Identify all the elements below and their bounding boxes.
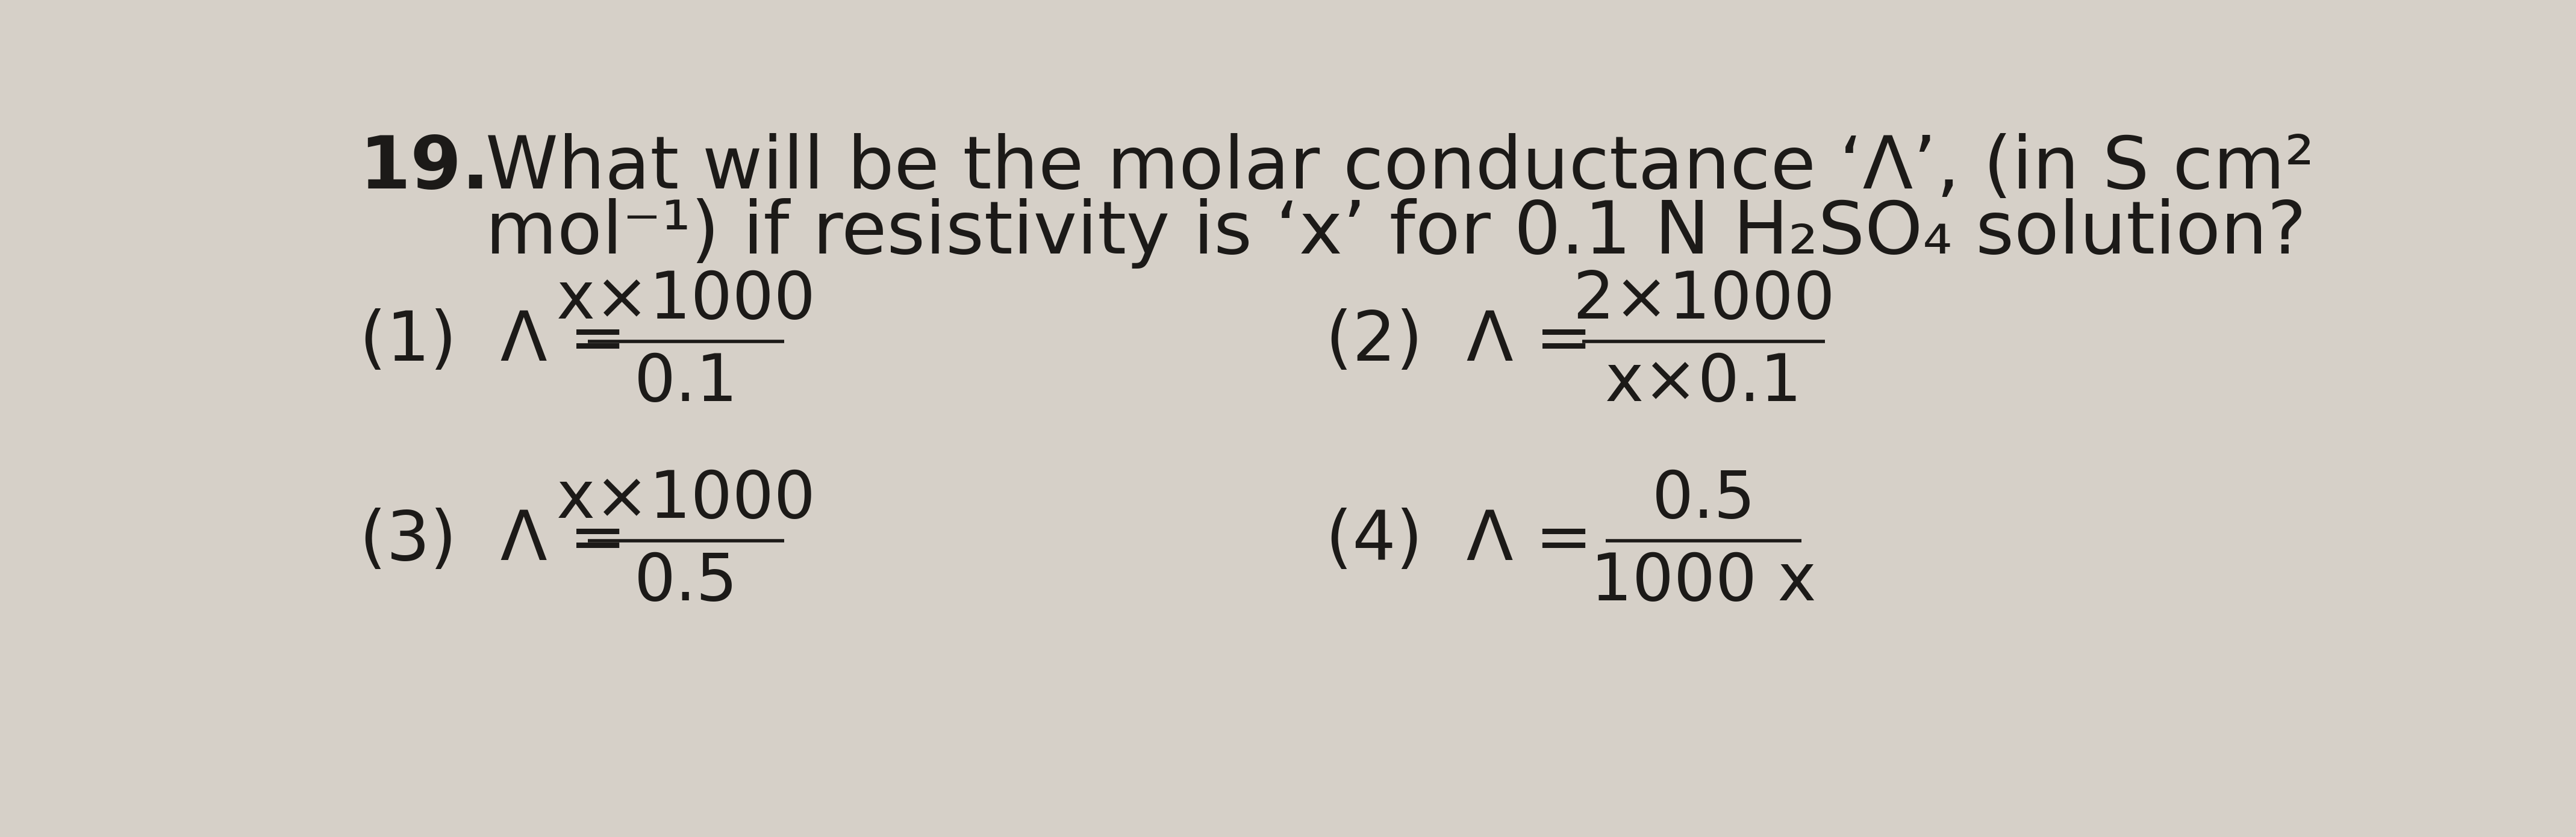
Text: 19.: 19. bbox=[358, 133, 489, 203]
Text: What will be the molar conductance ‘Λ’, (in S cm²: What will be the molar conductance ‘Λ’, … bbox=[484, 133, 2313, 203]
Text: (2)  Λ =: (2) Λ = bbox=[1327, 308, 1592, 375]
Text: (4)  Λ =: (4) Λ = bbox=[1327, 507, 1592, 574]
Text: 0.5: 0.5 bbox=[1651, 468, 1757, 531]
Text: (3)  Λ =: (3) Λ = bbox=[358, 507, 626, 574]
Text: x×1000: x×1000 bbox=[556, 269, 817, 332]
Text: (1)  Λ =: (1) Λ = bbox=[358, 308, 626, 375]
Text: 0.5: 0.5 bbox=[634, 550, 737, 614]
Text: 2×1000: 2×1000 bbox=[1571, 269, 1834, 332]
Text: x×1000: x×1000 bbox=[556, 468, 817, 531]
Text: mol⁻¹) if resistivity is ‘x’ for 0.1 N H₂SO₄ solution?: mol⁻¹) if resistivity is ‘x’ for 0.1 N H… bbox=[484, 198, 2306, 269]
Text: 1000 x: 1000 x bbox=[1592, 550, 1816, 614]
Text: x×0.1: x×0.1 bbox=[1605, 351, 1803, 414]
Text: 0.1: 0.1 bbox=[634, 351, 739, 414]
